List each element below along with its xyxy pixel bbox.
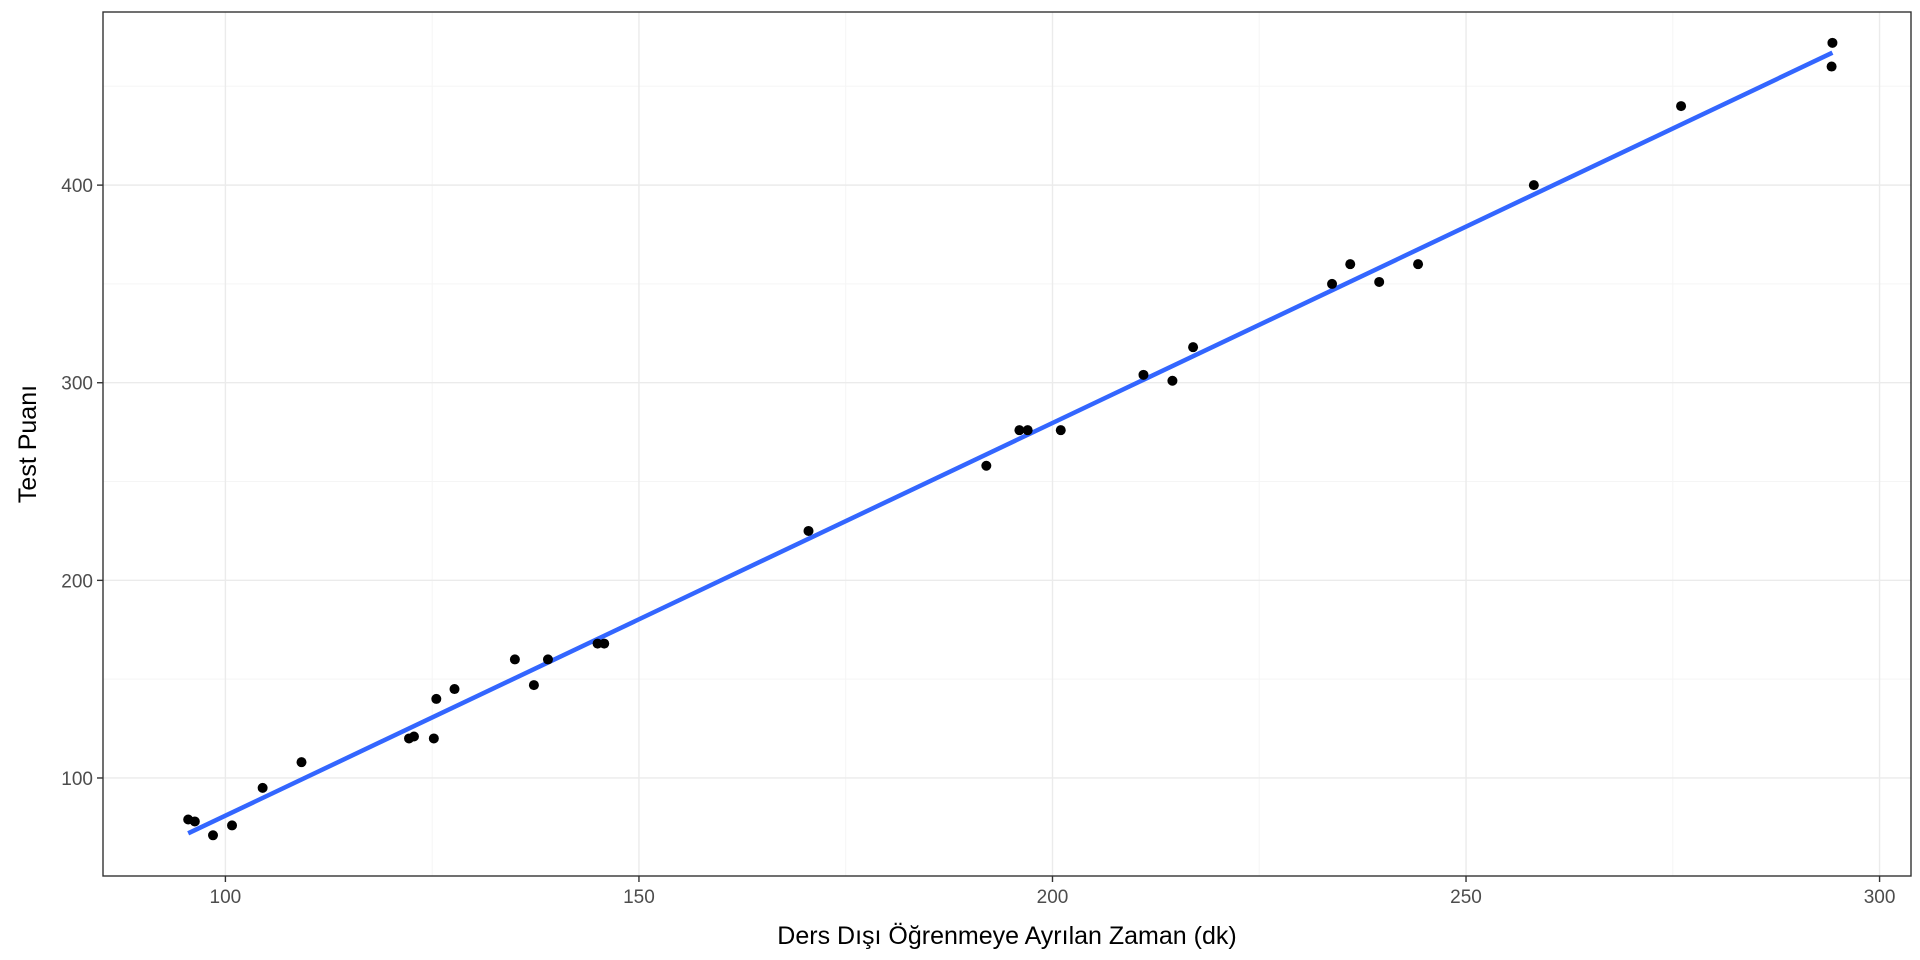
data-point <box>431 693 442 704</box>
data-point <box>1826 61 1837 72</box>
data-point <box>408 731 419 742</box>
data-point <box>1014 425 1025 436</box>
x-tick-label: 300 <box>1864 887 1896 908</box>
x-tick-label: 150 <box>623 887 655 908</box>
data-point <box>1138 369 1149 380</box>
data-point <box>296 757 307 768</box>
data-point <box>509 654 520 665</box>
data-point <box>208 830 219 841</box>
data-point <box>1188 342 1199 353</box>
points-layer <box>183 37 1838 841</box>
data-point <box>1827 37 1838 48</box>
data-point <box>1022 425 1033 436</box>
x-axis-title: Ders Dışı Öğrenmeye Ayrılan Zaman (dk) <box>777 922 1236 950</box>
fit-line-layer <box>187 50 1834 836</box>
x-tick-label: 100 <box>210 887 242 908</box>
data-point <box>981 460 992 471</box>
x-tick-label: 200 <box>1037 887 1069 908</box>
regression-line <box>187 50 1834 836</box>
data-point <box>542 654 553 665</box>
data-point <box>1413 259 1424 270</box>
x-axis: 100 150 200 250 300 <box>210 876 1896 908</box>
data-point <box>227 820 238 831</box>
minor-gridlines <box>103 12 1911 876</box>
data-point <box>599 638 610 649</box>
data-point <box>428 733 439 744</box>
data-point <box>449 684 460 695</box>
panel-border <box>102 11 1912 877</box>
data-point <box>1055 425 1066 436</box>
data-point <box>189 816 200 827</box>
y-tick-label: 300 <box>61 374 93 395</box>
data-point <box>1528 180 1539 191</box>
y-tick-label: 100 <box>61 769 93 790</box>
data-point <box>1345 259 1356 270</box>
major-gridlines <box>103 12 1911 876</box>
y-tick-label: 400 <box>61 176 93 197</box>
data-point <box>1374 276 1385 287</box>
data-point <box>1327 278 1338 289</box>
y-axis: 100 200 300 400 <box>61 176 103 790</box>
y-tick-label: 200 <box>61 571 93 592</box>
x-tick-label: 250 <box>1450 887 1482 908</box>
data-point <box>1676 101 1687 112</box>
data-point <box>257 782 268 793</box>
y-axis-title: Test Puanı <box>14 385 42 503</box>
data-point <box>803 525 814 536</box>
data-point <box>528 680 539 691</box>
data-point <box>1167 375 1178 386</box>
